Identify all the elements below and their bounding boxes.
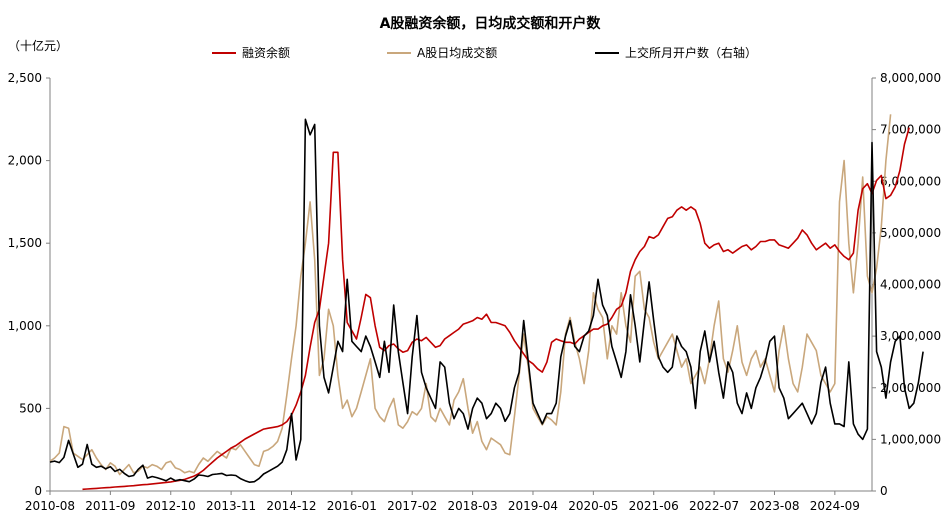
- x-tick-label: 2018-03: [448, 499, 498, 513]
- x-tick-label: 2013-11: [206, 499, 256, 513]
- legend-label-1: A股日均成交额: [417, 45, 497, 60]
- chart-title: A股融资余额，日均成交额和开户数: [380, 15, 602, 32]
- right-tick-label: 1,000,000: [880, 432, 941, 446]
- legend-label-2: 上交所月开户数（右轴）: [625, 45, 757, 60]
- left-tick-label: 500: [19, 401, 42, 415]
- x-tick-label: 2022-07: [689, 499, 739, 513]
- right-tick-label: 7,000,000: [880, 123, 941, 137]
- left-axis-unit: （十亿元）: [8, 38, 68, 53]
- left-tick-label: 2,000: [8, 154, 42, 168]
- right-tick-label: 8,000,000: [880, 71, 941, 85]
- right-tick-label: 6,000,000: [880, 174, 941, 188]
- x-tick-label: 2011-09: [85, 499, 135, 513]
- right-tick-label: 3,000,000: [880, 329, 941, 343]
- series-line-2: [49, 118, 924, 484]
- series-layer: [49, 114, 924, 491]
- x-tick-label: 2020-05: [568, 499, 618, 513]
- right-tick-label: 5,000,000: [880, 226, 941, 240]
- x-tick-label: 2024-09: [810, 499, 860, 513]
- right-tick-label: 0: [880, 484, 888, 498]
- legend-label-0: 融资余额: [242, 45, 290, 60]
- x-tick-label: 2021-06: [629, 499, 679, 513]
- x-tick-label: 2010-08: [25, 499, 75, 513]
- legend: 融资余额 A股日均成交额 上交所月开户数（右轴）: [212, 45, 757, 60]
- left-tick-label: 2,500: [8, 71, 42, 85]
- x-tick-label: 2014-12: [266, 499, 316, 513]
- left-tick-label: 0: [34, 484, 42, 498]
- axes: 0 500 1,000 1,500 2,000 2,500 0 1,000,000 2,000,…: [8, 71, 941, 513]
- x-tick-label: 2012-10: [146, 499, 196, 513]
- series-line-0: [82, 127, 910, 491]
- right-tick-label: 2,000,000: [880, 381, 941, 395]
- x-tick-label: 2016-01: [327, 499, 377, 513]
- x-tick-label: 2017-02: [387, 499, 437, 513]
- left-tick-label: 1,500: [8, 236, 42, 250]
- x-tick-label: 2023-08: [749, 499, 799, 513]
- x-tick-label: 2019-04: [508, 499, 558, 513]
- left-tick-label: 1,000: [8, 319, 42, 333]
- right-tick-label: 4,000,000: [880, 278, 941, 292]
